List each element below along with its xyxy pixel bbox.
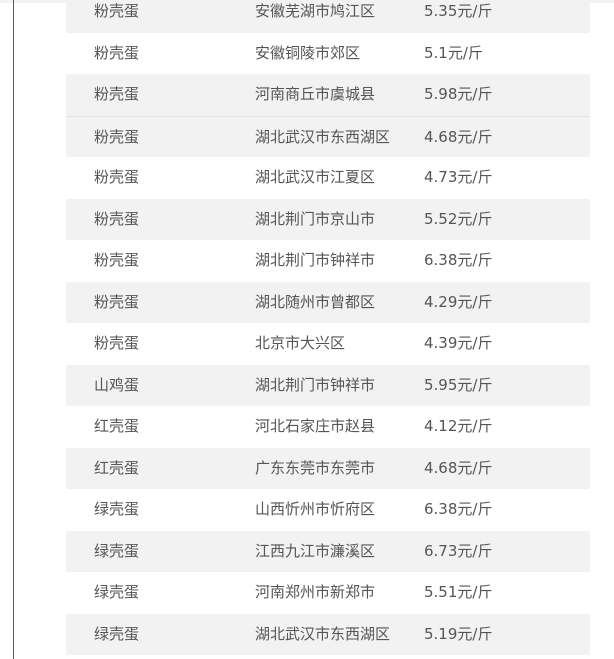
table-row: 绿壳蛋 湖北武汉市东西湖区 5.19元/斤: [66, 613, 590, 655]
egg-type-cell: 绿壳蛋: [94, 541, 140, 560]
table-row: 粉壳蛋 河南商丘市虞城县 5.98元/斤: [66, 74, 590, 116]
price-cell: 4.12元/斤: [424, 417, 493, 435]
price-cell: 5.19元/斤: [424, 624, 493, 643]
price-cell: 6.38元/斤: [424, 500, 493, 518]
table-row: 粉壳蛋 湖北武汉市东西湖区 4.68元/斤: [66, 115, 590, 157]
region-cell: 江西九江市濂溪区: [255, 541, 376, 560]
egg-type-cell: 粉壳蛋: [94, 209, 140, 228]
price-cell: 4.29元/斤: [424, 292, 493, 311]
price-cell: 5.35元/斤: [424, 2, 493, 20]
egg-type-cell: 粉壳蛋: [94, 43, 140, 62]
egg-price-table: 粉壳蛋 安徽芜湖市鸠江区 5.35元/斤 粉壳蛋 安徽铜陵市郊区 5.1元/斤 粉壳蛋 河南商…: [66, 0, 590, 655]
price-cell: 4.39元/斤: [424, 334, 493, 352]
price-cell: 4.73元/斤: [424, 168, 493, 186]
left-accent-line: [13, 0, 14, 659]
egg-type-cell: 绿壳蛋: [94, 624, 140, 643]
table-row: 红壳蛋 广东东莞市东莞市 4.68元/斤: [66, 447, 590, 489]
region-cell: 河南郑州市新郑市: [255, 583, 376, 601]
region-cell: 湖北武汉市东西湖区: [255, 624, 391, 643]
region-cell: 安徽铜陵市郊区: [255, 43, 361, 62]
egg-type-cell: 绿壳蛋: [94, 583, 140, 601]
region-cell: 湖北荆门市钟祥市: [255, 251, 376, 269]
table-row: 粉壳蛋 湖北随州市曾都区 4.29元/斤: [66, 281, 590, 323]
price-cell: 5.98元/斤: [424, 85, 493, 103]
egg-type-cell: 红壳蛋: [94, 458, 140, 477]
egg-type-cell: 绿壳蛋: [94, 500, 140, 518]
table-row: 粉壳蛋 北京市大兴区 4.39元/斤: [66, 323, 590, 365]
egg-type-cell: 粉壳蛋: [94, 127, 140, 146]
price-cell: 6.38元/斤: [424, 251, 493, 269]
egg-type-cell: 粉壳蛋: [94, 251, 140, 269]
price-cell: 6.73元/斤: [424, 541, 493, 560]
region-cell: 湖北荆门市京山市: [255, 209, 376, 228]
region-cell: 湖北武汉市东西湖区: [255, 127, 391, 146]
egg-type-cell: 山鸡蛋: [94, 375, 140, 394]
region-cell: 湖北随州市曾都区: [255, 292, 376, 311]
table-row: 绿壳蛋 河南郑州市新郑市 5.51元/斤: [66, 572, 590, 614]
price-cell: 4.68元/斤: [424, 127, 493, 146]
egg-type-cell: 粉壳蛋: [94, 85, 140, 103]
region-cell: 湖北荆门市钟祥市: [255, 375, 376, 394]
region-cell: 北京市大兴区: [255, 334, 346, 352]
region-cell: 安徽芜湖市鸠江区: [255, 2, 376, 20]
egg-type-cell: 粉壳蛋: [94, 2, 140, 20]
egg-type-cell: 粉壳蛋: [94, 168, 140, 186]
egg-type-cell: 粉壳蛋: [94, 292, 140, 311]
egg-type-cell: 粉壳蛋: [94, 334, 140, 352]
table-row: 粉壳蛋 湖北荆门市钟祥市 6.38元/斤: [66, 240, 590, 282]
region-cell: 湖北武汉市江夏区: [255, 168, 376, 186]
region-cell: 河南商丘市虞城县: [255, 85, 376, 103]
region-cell: 广东东莞市东莞市: [255, 458, 376, 477]
region-cell: 河北石家庄市赵县: [255, 417, 376, 435]
table-row: 粉壳蛋 安徽铜陵市郊区 5.1元/斤: [66, 33, 590, 75]
table-row: 绿壳蛋 江西九江市濂溪区 6.73元/斤: [66, 530, 590, 572]
egg-type-cell: 红壳蛋: [94, 417, 140, 435]
table-row: 粉壳蛋 湖北武汉市江夏区 4.73元/斤: [66, 157, 590, 199]
table-row: 粉壳蛋 安徽芜湖市鸠江区 5.35元/斤: [66, 0, 590, 33]
table-row: 红壳蛋 河北石家庄市赵县 4.12元/斤: [66, 406, 590, 448]
price-cell: 5.95元/斤: [424, 375, 493, 394]
price-cell: 5.1元/斤: [424, 43, 483, 62]
price-cell: 5.51元/斤: [424, 583, 493, 601]
price-cell: 4.68元/斤: [424, 458, 493, 477]
table-row: 粉壳蛋 湖北荆门市京山市 5.52元/斤: [66, 198, 590, 240]
table-row: 绿壳蛋 山西忻州市忻府区 6.38元/斤: [66, 489, 590, 531]
table-row: 山鸡蛋 湖北荆门市钟祥市 5.95元/斤: [66, 364, 590, 406]
region-cell: 山西忻州市忻府区: [255, 500, 376, 518]
price-cell: 5.52元/斤: [424, 209, 493, 228]
